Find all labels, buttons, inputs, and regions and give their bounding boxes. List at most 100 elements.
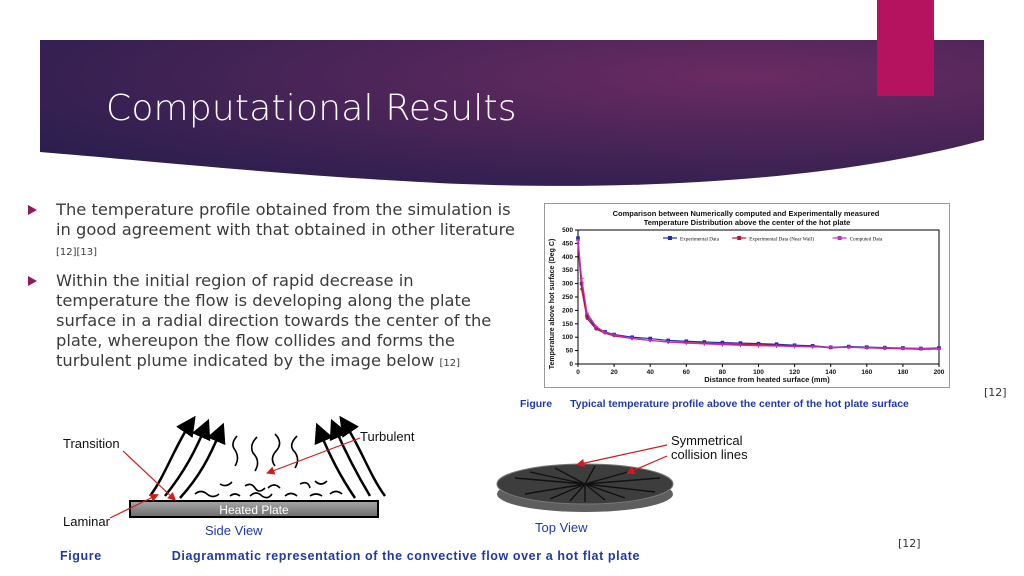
bullet-list: The temperature profile obtained from th… [28, 200, 518, 382]
top-view: Symmetrical collision lines Top View [496, 433, 748, 535]
heated-plate [129, 500, 379, 518]
title-banner [40, 40, 984, 190]
data-point [792, 344, 797, 349]
bullet-arrow-icon [28, 276, 37, 286]
temperature-chart: Comparison between Numerically computed … [544, 203, 950, 388]
chart-title-line-2: Temperature Distribution above the cente… [644, 218, 851, 227]
y-tick-label: 300 [562, 281, 573, 288]
side-view-label: Side View [205, 523, 263, 538]
collision-lines [514, 465, 661, 502]
x-tick-label: 200 [934, 369, 945, 376]
symmetrical-label: Symmetrical [671, 433, 743, 448]
x-tick-label: 180 [897, 369, 908, 376]
bullet-text: Within the initial region of rapid decre… [56, 271, 492, 370]
legend-label: Experimental Data [680, 237, 720, 243]
chart-reference: [12] [984, 386, 1007, 399]
heated-plate-label: Heated Plate [219, 503, 289, 517]
collision-pointer [626, 455, 668, 475]
flow-arrow-right-mid [329, 418, 372, 497]
data-point [585, 317, 589, 320]
chart-y-label: Temperature above hot surface (Deg C) [549, 239, 556, 370]
legend-label: Experimental Data (Near Wall) [749, 236, 814, 243]
slide-title: Computational Results [106, 88, 517, 129]
data-point [666, 340, 671, 345]
turbulent-eddies [219, 433, 328, 492]
chart-legend: Experimental Data Experimental Data (Near… [663, 236, 883, 243]
data-point [882, 345, 887, 350]
data-point [864, 345, 869, 350]
y-tick-label: 0 [569, 361, 573, 368]
laminar-label: Laminar [63, 514, 111, 529]
chart-marks [576, 236, 941, 351]
x-tick-label: 0 [576, 369, 580, 376]
bullet-reference: [12][13] [56, 247, 98, 258]
data-point [937, 346, 941, 351]
y-tick-label: 50 [566, 348, 574, 355]
x-tick-label: 120 [789, 369, 800, 376]
data-point [774, 344, 779, 349]
x-tick-label: 160 [861, 369, 872, 376]
flow-arrow-left-mid [164, 418, 211, 497]
side-view: Heated Plate Transition Turbulent Lamina… [63, 416, 415, 538]
diagram-caption-text: Diagrammatic representation of the conve… [171, 549, 641, 563]
chart-caption: Figure Typical temperature profile above … [520, 398, 909, 410]
diagram-reference: [12] [898, 537, 921, 550]
data-point [579, 276, 584, 281]
chart-svg: Comparison between Numerically computed … [549, 209, 945, 384]
series-line [577, 243, 940, 350]
bullet-text: The temperature profile obtained from th… [56, 200, 515, 239]
data-point [900, 346, 905, 351]
transition-label: Transition [63, 436, 120, 451]
collision-lines-label: collision lines [671, 447, 748, 462]
flow-arrow-left-outer [148, 416, 196, 497]
data-point [702, 341, 707, 346]
chart-caption-label: Figure [520, 398, 553, 410]
chart-axes: 0 20 40 60 80 100 120 140 160 180 200 0 50 100 150 200 2… [562, 227, 945, 376]
laminar-pointer [109, 494, 159, 519]
chart-x-label: Distance from heated surface (mm) [704, 375, 830, 384]
data-point [585, 311, 590, 316]
accent-tab [877, 0, 934, 96]
bullet-item: Within the initial region of rapid decre… [28, 271, 518, 374]
turbulent-pointer [266, 437, 361, 475]
x-tick-label: 140 [825, 369, 836, 376]
top-view-label: Top View [535, 520, 588, 535]
y-tick-label: 100 [562, 334, 573, 341]
convective-flow-diagram: Heated Plate Transition Turbulent Lamina… [63, 416, 748, 538]
data-point [594, 324, 599, 329]
y-tick-label: 400 [562, 254, 573, 261]
legend-marker [668, 236, 672, 240]
data-point [918, 346, 923, 351]
data-point [576, 236, 580, 240]
x-tick-label: 60 [683, 369, 691, 376]
data-point [612, 333, 617, 338]
x-tick-label: 20 [610, 369, 618, 376]
legend-label: Computed Data [850, 237, 883, 243]
y-tick-label: 150 [562, 321, 573, 328]
y-tick-label: 450 [562, 240, 573, 247]
diagram-caption: Figure Diagrammatic representation of the… [60, 549, 640, 563]
flow-arrow-right-inner [314, 422, 357, 499]
diagram-caption-label: Figure [60, 549, 102, 563]
chart-title-line-1: Comparison between Numerically computed … [613, 209, 880, 218]
data-point [720, 342, 725, 347]
chart-title: Comparison between Numerically computed … [613, 209, 882, 227]
series-line [577, 237, 940, 350]
data-point [576, 238, 580, 243]
data-point [580, 287, 584, 291]
y-tick-label: 500 [562, 227, 573, 234]
bullet-reference: [12] [439, 358, 461, 369]
data-point [630, 336, 635, 341]
legend-marker [837, 236, 842, 240]
series-line [577, 240, 940, 350]
data-point [603, 330, 608, 335]
laminar-flow-lines [194, 490, 343, 499]
transition-pointer [122, 450, 177, 501]
chart-caption-text: Typical temperature profile above the ce… [570, 398, 909, 410]
data-point [756, 343, 761, 348]
flow-arrow-left-inner [179, 422, 226, 499]
data-point [738, 343, 743, 348]
turbulent-label: Turbulent [360, 429, 415, 444]
data-point [828, 345, 833, 350]
banner-background [40, 40, 984, 186]
